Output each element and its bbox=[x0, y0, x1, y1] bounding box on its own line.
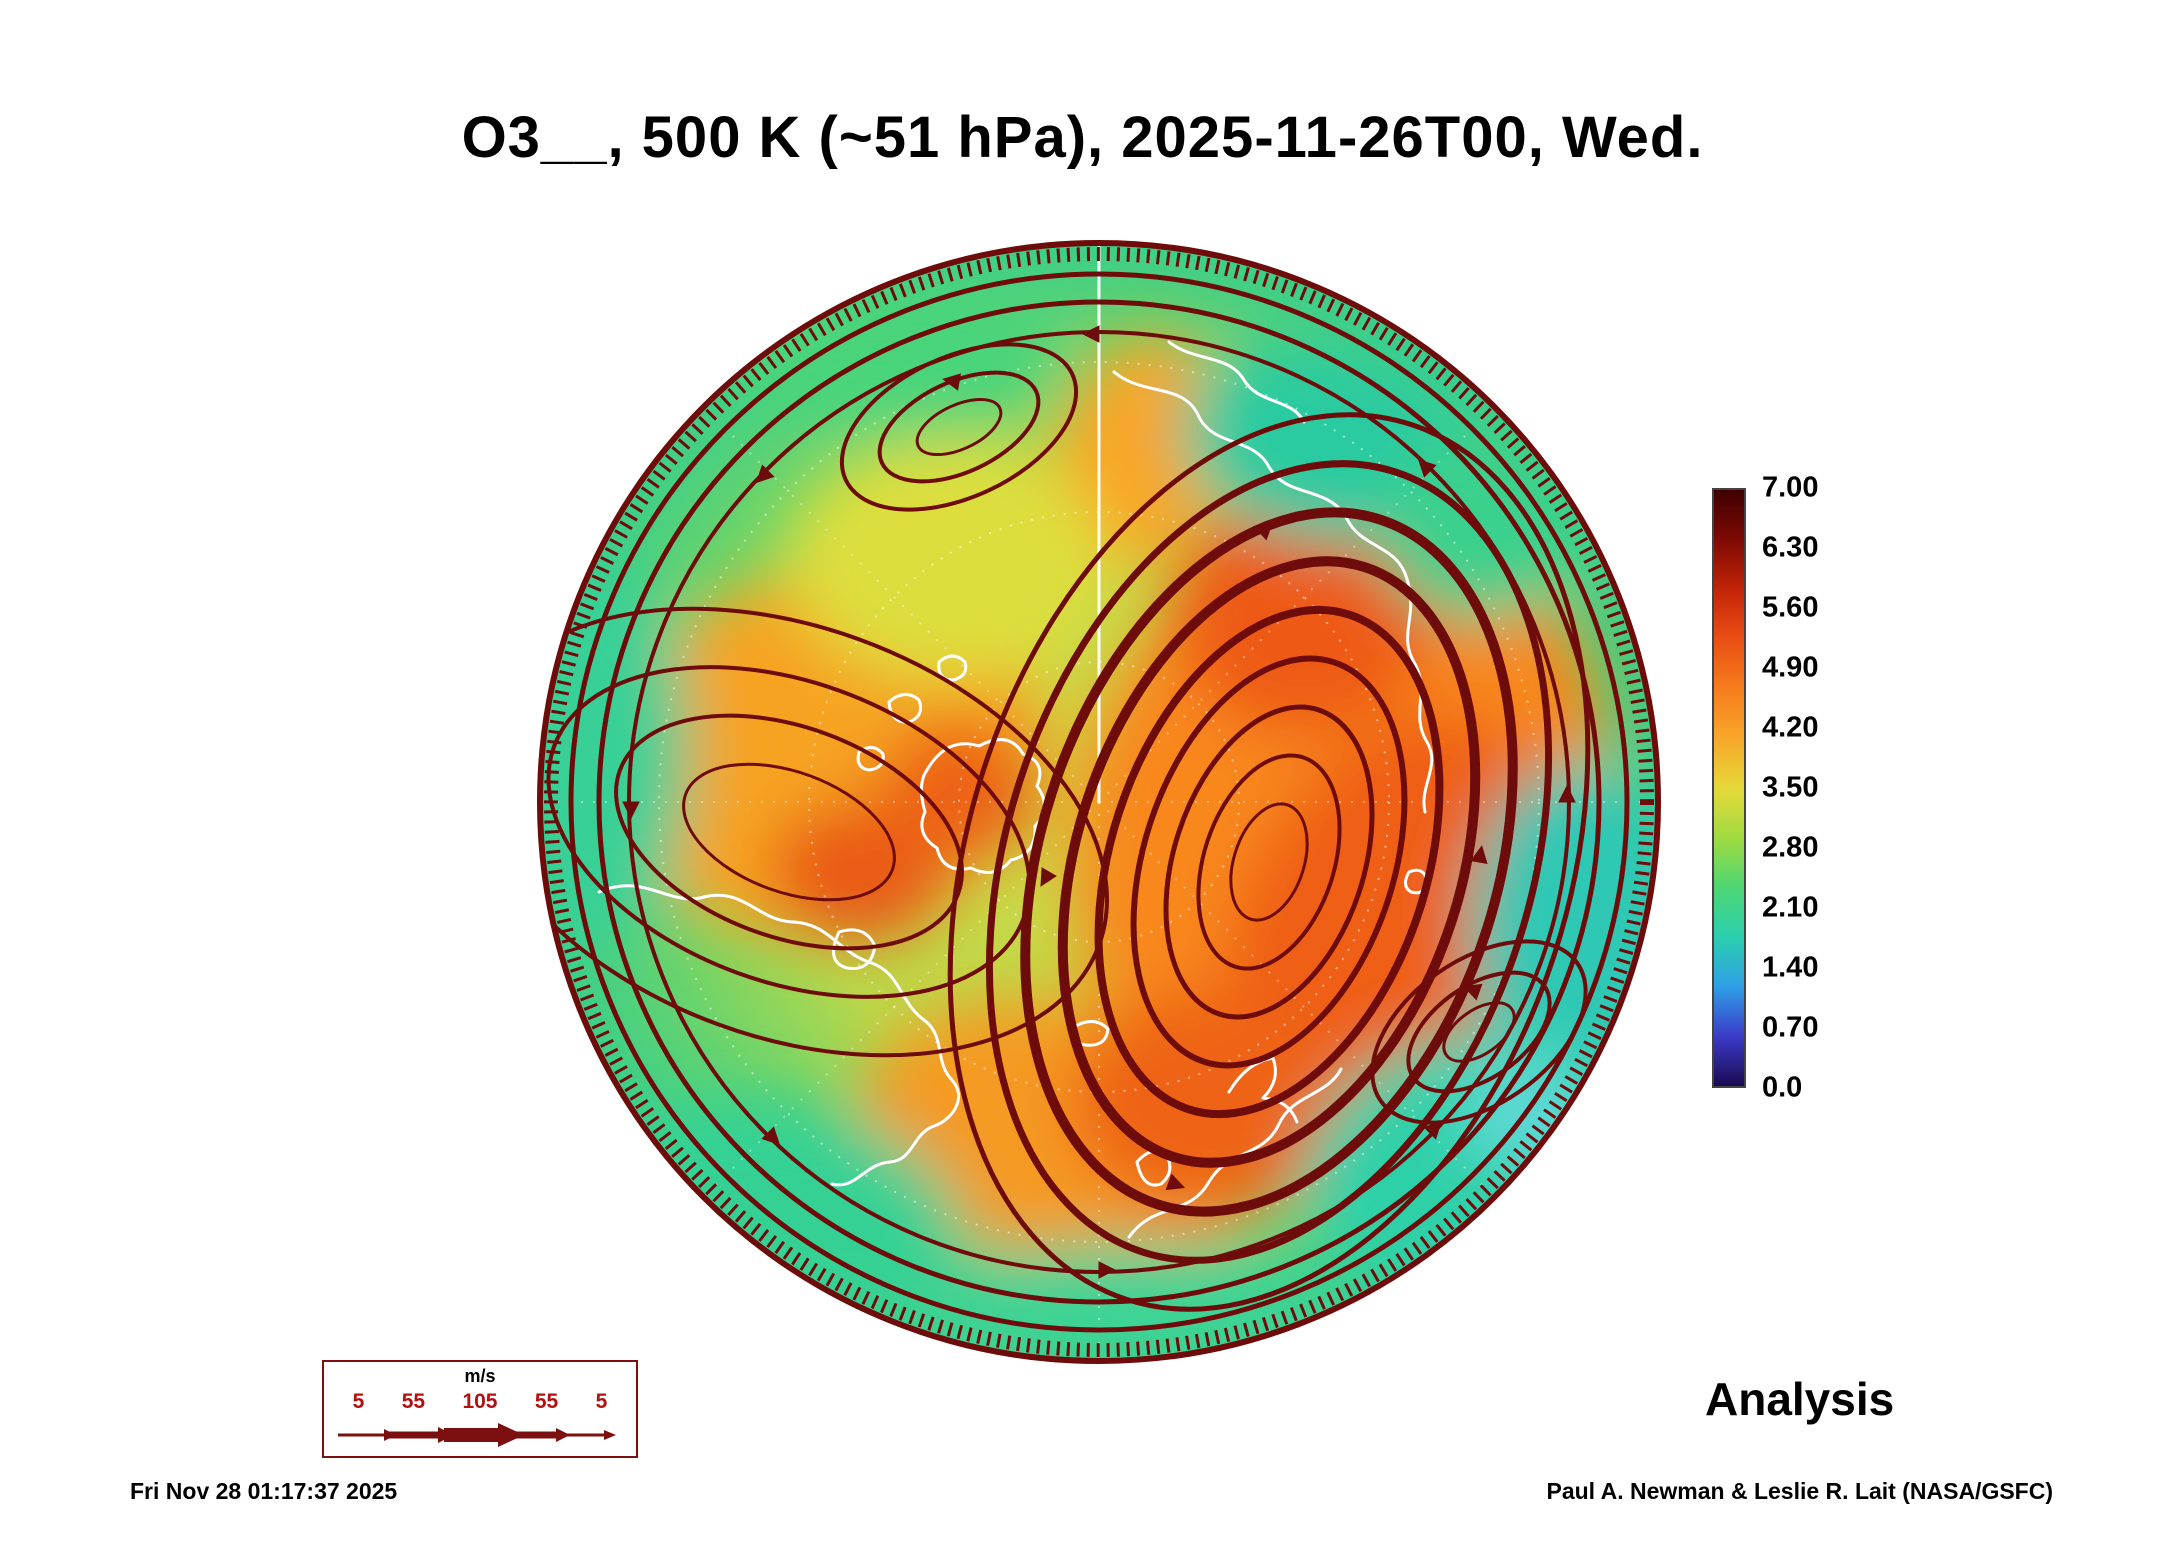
colorbar-tick-label: 2.80 bbox=[1762, 831, 1819, 864]
wind-speed-label: 55 bbox=[534, 1390, 559, 1413]
coast-arctic-island-1 bbox=[887, 693, 923, 724]
wind-units-label: m/s bbox=[464, 1366, 496, 1386]
credit-line: Paul A. Newman & Leslie R. Lait (NASA/GS… bbox=[1546, 1478, 2053, 1504]
coast-north-america bbox=[597, 884, 960, 1187]
coast-scandinavia bbox=[1227, 1056, 1299, 1124]
colorbar-tick-label: 2.10 bbox=[1762, 891, 1819, 924]
colorbar-tick-label: 7.00 bbox=[1762, 471, 1819, 504]
polar-map-svg bbox=[537, 240, 1661, 1364]
colorbar-gradient bbox=[1712, 488, 1746, 1088]
analysis-label: Analysis bbox=[1705, 1373, 1895, 1425]
colorbar-tick-label: 3.50 bbox=[1762, 771, 1819, 804]
coast-arctic-island-3 bbox=[856, 746, 885, 772]
wind-speed-label: 5 bbox=[595, 1390, 608, 1413]
colorbar-tick-label: 4.20 bbox=[1762, 711, 1819, 744]
wind-legend: m/s 5 55 105 55 5 bbox=[322, 1360, 638, 1458]
colorbar-tick-label: 1.40 bbox=[1762, 951, 1819, 984]
wind-speed-label: 55 bbox=[401, 1390, 426, 1413]
polar-map bbox=[529, 232, 1669, 1372]
wind-speed-labels: 5 55 105 55 5 bbox=[334, 1390, 626, 1414]
colorbar-ticks: 7.00 6.30 5.60 4.90 4.20 3.50 2.80 2.10 1.40 0.70… bbox=[1762, 472, 1882, 1104]
colorbar-tick-label: 4.90 bbox=[1762, 651, 1819, 684]
wind-speed-label: 105 bbox=[462, 1390, 498, 1413]
coast-eurasia bbox=[1112, 370, 1434, 814]
plot-title: O3__, 500 K (~51 hPa), 2025-11-26T00, We… bbox=[461, 105, 1704, 170]
colorbar-tick-label: 6.30 bbox=[1762, 531, 1819, 564]
wind-arrow-glyph bbox=[338, 1423, 616, 1447]
colorbar-tick-label: 0.70 bbox=[1762, 1011, 1819, 1044]
wind-streamlines bbox=[540, 271, 1630, 1333]
coast-hudson-bay bbox=[832, 928, 877, 971]
coast-japan bbox=[1525, 1215, 1557, 1254]
coast-greenland bbox=[920, 738, 1046, 874]
colorbar-tick-label: 5.60 bbox=[1762, 591, 1819, 624]
wind-speed-label: 5 bbox=[352, 1390, 365, 1413]
map-rim bbox=[537, 240, 1661, 1364]
coast-bering bbox=[1167, 340, 1306, 424]
timestamp: Fri Nov 28 01:17:37 2025 bbox=[130, 1478, 398, 1504]
colorbar-tick-label: 0.0 bbox=[1762, 1071, 1803, 1104]
